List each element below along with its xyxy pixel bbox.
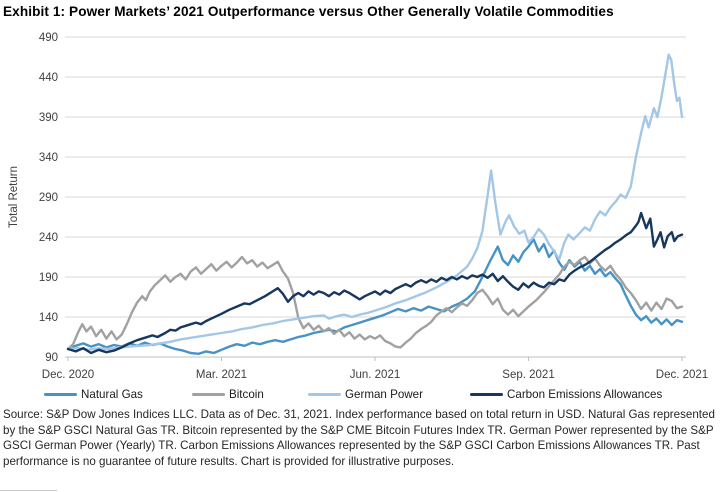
legend-item-bitcoin: Bitcoin [192,388,264,401]
x-tick-label: Mar. 2021 [196,369,247,381]
legend-line-swatch [192,392,225,397]
y-tick-label: 90 [45,352,58,364]
x-tick-label: Sep. 2021 [502,369,554,381]
series-line-german-power [66,53,684,351]
x-tick-label: Dec. 2020 [42,369,94,381]
y-tick-label: 190 [39,272,58,284]
legend-label: Carbon Emissions Allowances [507,388,663,401]
y-tick-label: 440 [39,72,58,84]
y-tick-label: 390 [39,112,58,124]
chart-legend: Natural Gas Bitcoin German Power Carbon Emi… [0,388,723,404]
legend-line-swatch [308,392,341,397]
legend-item-german-power: German Power [308,388,423,401]
legend-label: Bitcoin [229,388,264,401]
y-tick-label: 240 [39,232,58,244]
series-line-natural-gas [66,238,684,355]
source-note: Source: S&P Dow Jones Indices LLC. Data … [3,408,715,468]
legend-item-carbon-emissions-allowances: Carbon Emissions Allowances [470,388,662,401]
y-tick-label: 290 [39,192,58,204]
legend-label: Natural Gas [81,388,143,401]
legend-label: German Power [345,388,423,401]
legend-line-swatch [470,392,503,397]
bottom-divider [0,490,57,491]
x-tick-label: Dec. 2021 [656,369,708,381]
legend-item-natural-gas: Natural Gas [44,388,143,401]
y-tick-label: 140 [39,312,58,324]
line-chart: 90 140 190 240 290 340 390 440 490 Dec. 2020 Mar. … [39,32,708,381]
exhibit-title: Exhibit 1: Power Markets’ 2021 Outperfor… [3,4,614,19]
y-tick-label: 490 [39,32,58,44]
y-tick-label: 340 [39,152,58,164]
series-line-carbon-emissions-allowances [66,211,684,355]
x-tick-label: Jun. 2021 [350,369,401,381]
legend-line-swatch [44,392,77,397]
series-line-bitcoin [66,255,684,351]
